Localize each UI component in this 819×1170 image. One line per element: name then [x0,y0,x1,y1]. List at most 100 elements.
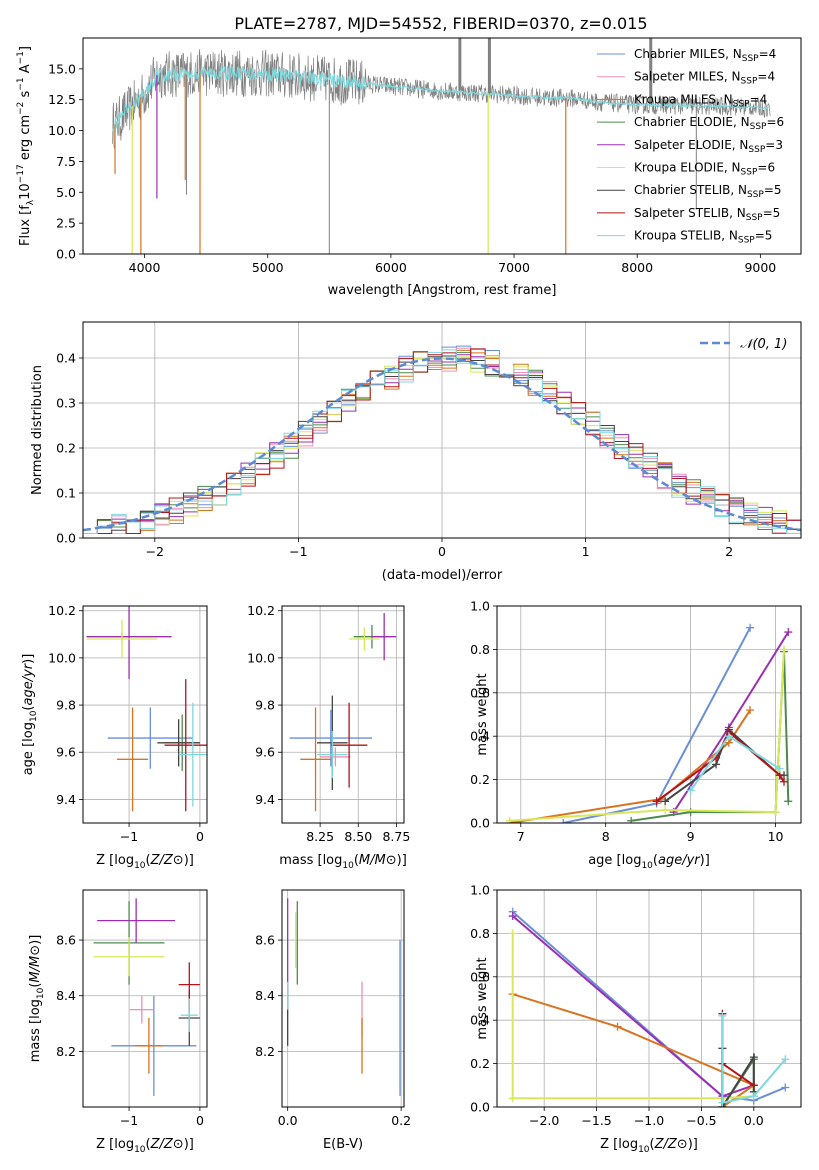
label-part: erg cm [18,115,33,164]
x-tick-label: 7 [517,829,525,844]
x-tick-label: 0.0 [744,1113,764,1128]
mass-weight-marker [784,628,793,637]
y-axis-label: age [log10(age/yr)] [21,654,39,776]
legend-subscript: SSP [741,77,758,87]
label-part: Z [log [96,1137,134,1152]
axes-decor: −2.0 −1.5 −1.0 −0.5 0.0 0.0 0.2 0.4 0.6 0.8 1.0 Z [… [470,883,802,1155]
mass-vs-metallicity-panel: −1 08.28.48.6Z [log10(Z/Z⊙)]mass [log10(M… [28,889,208,1155]
x-tick-label: 5000 [252,260,284,275]
label-subscript: 10 [134,861,146,871]
mass-weight-marker [661,805,670,814]
y-tick-label: 9.6 [255,745,275,760]
x-axis-label: (data-model)/error [382,568,503,583]
x-axis-label: Z [log10(Z/Z⊙)] [96,1137,194,1155]
residual-histogram-series [83,348,801,534]
label-part: )] [700,853,710,868]
x-tick-label: 0 [196,829,204,844]
mass-weight-marker [749,1081,758,1090]
age-vs-mass-panel: 8.25 8.50 8.75 9.4 9.6 9.8 10.0 10.2 mass [log10… [247,603,410,871]
label-italic: Z/Z⊙ [150,1137,184,1152]
label-italic: M/M⊙ [28,945,43,983]
plot-area [505,623,793,823]
mass-weight-marker [781,1083,790,1092]
legend-entry: Chabrier STELIB, NSSP=5 [634,183,782,200]
x-tick-label: 1 [582,544,590,559]
y-tick-label: 9.8 [255,698,275,713]
grid-lines [497,889,801,1108]
y-tick-label: 0.4 [56,351,76,366]
mass-weight-marker [784,797,793,806]
axes-frame [82,605,208,824]
axes-decor: 0.0 0.2 8.2 8.4 8.6 E(B-V) [255,889,411,1152]
y-tick-label: 10.0 [48,123,76,138]
y-axis-label: mass weight [475,957,490,1039]
plot-area [287,898,401,1096]
legend-subscript: SSP [742,54,759,64]
mass-weight-series-line [721,1015,787,1104]
y-tick-label: 0.4 [470,1013,490,1028]
legend-subscript: SSP [738,236,755,246]
y-tick-label: 8.6 [255,933,275,948]
axes-decor: −1 09.49.69.810.010.2Z [log10(Z/Z⊙)]age [… [21,603,208,871]
label-part: ( [354,853,359,868]
y-tick-label: 5.0 [56,185,76,200]
legend-tail: =6 [766,115,784,129]
mass-weight-marker [775,764,784,773]
legend-entry: Salpeter MILES, NSSP=4 [634,70,775,87]
axes-frame [82,37,802,255]
x-axis-label: mass [log10(M/M⊙)] [279,853,407,871]
y-tick-label: 8.6 [56,933,76,948]
y-tick-label: 9.4 [56,792,76,807]
mass-weight-marker [746,706,755,715]
y-tick-label: 15.0 [48,61,76,76]
legend-subscript: SSP [746,213,763,223]
mass-weight-marker [505,816,514,823]
label-subscript: 10 [641,861,653,871]
legend-tail: =5 [764,183,782,197]
y-tick-label: 0.6 [470,685,490,700]
axes-frame [281,889,405,1108]
mass-weight-marker [780,645,789,654]
legend-subscript: SSP [741,168,758,178]
legend-subscript: SSP [733,99,750,109]
weight-vs-metallicity-panel: −2.0 −1.5 −1.0 −0.5 0.0 0.0 0.2 0.4 0.6 0.8 1.0 Z [… [470,883,802,1155]
mass-weight-marker [508,912,517,921]
x-tick-label: 10 [768,829,784,844]
y-tick-label: 0.2 [470,772,490,787]
x-tick-label: 8000 [621,260,653,275]
legend-subscript: SSP [750,122,767,132]
y-tick-label: 0.4 [470,729,490,744]
label-part: age [log [588,853,641,868]
legend-subscript: SSP [748,145,765,155]
legend-name: Salpeter MILES, N [634,70,741,84]
label-part: mass [log [279,853,342,868]
residual-histogram-series [83,349,801,534]
mass-weight-series-line [562,627,751,823]
label-subscript: 10 [342,861,354,871]
label-part: )] [28,935,43,945]
legend-entry: Salpeter STELIB, NSSP=5 [634,206,780,223]
y-tick-label: 0.1 [56,486,76,501]
x-axis-label: Z [log10(Z/Z⊙)] [600,1137,698,1155]
model-spectrum-line [112,65,771,132]
label-part: ] [18,46,33,51]
y-tick-label: 0.0 [56,531,76,546]
grid-lines [282,890,404,1107]
y-tick-label: 0.0 [56,247,76,262]
label-superscript: −1 [16,51,26,64]
legend-name: Kroupa ELODIE, N [634,161,741,175]
y-tick-label: 2.5 [56,216,76,231]
x-tick-label: 7000 [498,260,530,275]
x-tick-label: 4000 [129,260,161,275]
label-subscript: 10 [36,987,46,999]
label-part: ( [21,706,36,711]
label-subscript: λ [26,199,36,205]
axes-decor: 8.25 8.50 8.75 9.4 9.6 9.8 10.0 10.2 mass [log10… [247,603,410,871]
x-axis-label: wavelength [Angstrom, rest frame] [328,283,557,298]
mass-weight-marker [781,1055,790,1064]
mass-weight-marker [749,1053,758,1062]
label-part: A [18,64,33,77]
label-italic: age/yr [658,853,701,868]
